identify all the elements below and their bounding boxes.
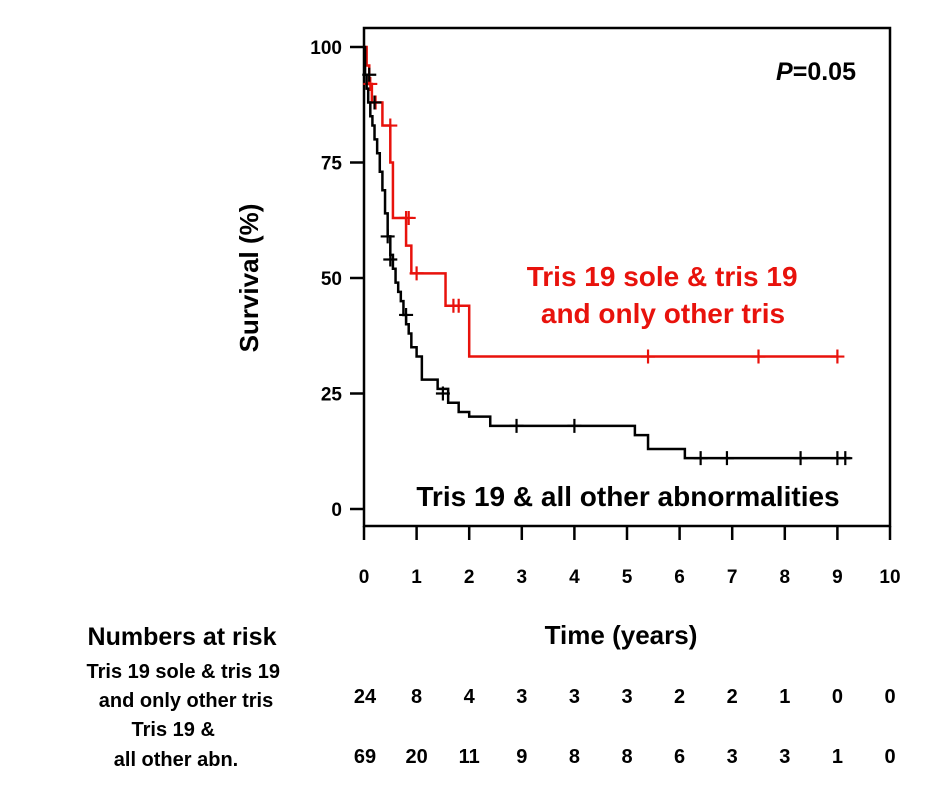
series-label-red: Tris 19 sole & tris 19 and only other tr… xyxy=(527,261,806,329)
censor-mark-red-10 xyxy=(830,349,845,364)
risk-value-g2-9: 1 xyxy=(832,746,843,768)
x-tick-label-1: 1 xyxy=(411,567,422,588)
censor-mark-black-1 xyxy=(367,95,382,110)
censor-mark-black-3 xyxy=(383,252,398,267)
x-tick-label-7: 7 xyxy=(727,567,738,588)
risk-value-g1-5: 3 xyxy=(621,686,632,708)
x-tick-label-10: 10 xyxy=(879,567,900,588)
risk-group-1-line2: and only other tris xyxy=(99,690,273,712)
risk-value-g2-3: 9 xyxy=(516,746,527,768)
series-label-red-line2: and only other tris xyxy=(541,298,785,329)
p-value-number: =0.05 xyxy=(793,58,856,86)
y-tick-label-50: 50 xyxy=(321,269,342,290)
risk-value-g2-4: 8 xyxy=(569,746,580,768)
censor-mark-red-4 xyxy=(401,210,416,225)
risk-value-g1-0: 24 xyxy=(354,686,377,708)
censor-mark-black-9 xyxy=(719,451,734,466)
y-tick-label-100: 100 xyxy=(310,38,342,59)
censor-mark-black-5 xyxy=(435,386,450,401)
x-tick-label-0: 0 xyxy=(359,567,370,588)
y-tick-label-25: 25 xyxy=(321,385,343,406)
risk-value-g2-8: 3 xyxy=(779,746,790,768)
censor-mark-black-12 xyxy=(838,451,853,466)
x-tick-label-8: 8 xyxy=(780,567,791,588)
risk-group-1-label: Tris 19 sole & tris 19 and only other tr… xyxy=(87,661,286,712)
x-tick-label-3: 3 xyxy=(517,567,528,588)
p-value-symbol: P xyxy=(776,58,793,86)
y-tick-label-0: 0 xyxy=(331,500,342,521)
risk-value-g2-10: 0 xyxy=(884,746,895,768)
p-value-annotation: P=0.05 xyxy=(776,58,856,86)
series-label-black: Tris 19 & all other abnormalities xyxy=(416,481,839,512)
risk-value-g2-1: 20 xyxy=(405,746,427,768)
censor-mark-black-7 xyxy=(567,418,582,433)
risk-group-2-label: Tris 19 & all other abn. xyxy=(114,719,238,771)
censor-mark-black-8 xyxy=(693,451,708,466)
risk-value-g1-8: 1 xyxy=(779,686,790,708)
series-label-red-line1: Tris 19 sole & tris 19 xyxy=(527,261,798,292)
risk-value-g1-3: 3 xyxy=(516,686,527,708)
risk-value-g1-4: 3 xyxy=(569,686,580,708)
x-tick-label-6: 6 xyxy=(674,567,685,588)
risk-value-g1-9: 0 xyxy=(832,686,843,708)
x-tick-label-2: 2 xyxy=(464,567,475,588)
risk-value-g1-1: 8 xyxy=(411,686,422,708)
censor-mark-black-10 xyxy=(793,451,808,466)
risk-group-2-line2: all other abn. xyxy=(114,749,238,771)
censor-mark-red-5 xyxy=(409,266,424,281)
risk-value-g2-7: 3 xyxy=(727,746,738,768)
risk-value-g2-5: 8 xyxy=(621,746,632,768)
risk-value-g1-7: 2 xyxy=(727,686,738,708)
risk-table-title: Numbers at risk xyxy=(88,623,277,651)
censor-mark-red-8 xyxy=(641,349,656,364)
censor-mark-red-2 xyxy=(383,118,398,133)
x-tick-label-5: 5 xyxy=(622,567,633,588)
risk-value-g2-2: 11 xyxy=(459,746,480,768)
risk-group-1-line1: Tris 19 sole & tris 19 xyxy=(87,661,280,683)
x-tick-label-9: 9 xyxy=(832,567,843,588)
risk-value-g2-6: 6 xyxy=(674,746,685,768)
survival-curve-black xyxy=(363,45,851,460)
censor-mark-black-4 xyxy=(399,307,414,322)
censor-mark-red-7 xyxy=(451,298,466,313)
censor-mark-red-9 xyxy=(751,349,766,364)
risk-value-g1-2: 4 xyxy=(464,686,476,708)
censor-mark-black-0 xyxy=(362,67,377,82)
y-tick-label-75: 75 xyxy=(321,154,343,175)
risk-group-2-line1: Tris 19 & xyxy=(132,719,215,741)
risk-value-g1-10: 0 xyxy=(884,686,895,708)
risk-value-g2-0: 69 xyxy=(354,746,376,768)
y-axis-label: Survival (%) xyxy=(234,204,264,353)
risk-value-g1-6: 2 xyxy=(674,686,685,708)
censor-mark-black-6 xyxy=(509,418,524,433)
x-tick-label-4: 4 xyxy=(569,567,580,588)
censor-mark-black-2 xyxy=(380,229,395,244)
x-axis-label: Time (years) xyxy=(545,620,698,650)
